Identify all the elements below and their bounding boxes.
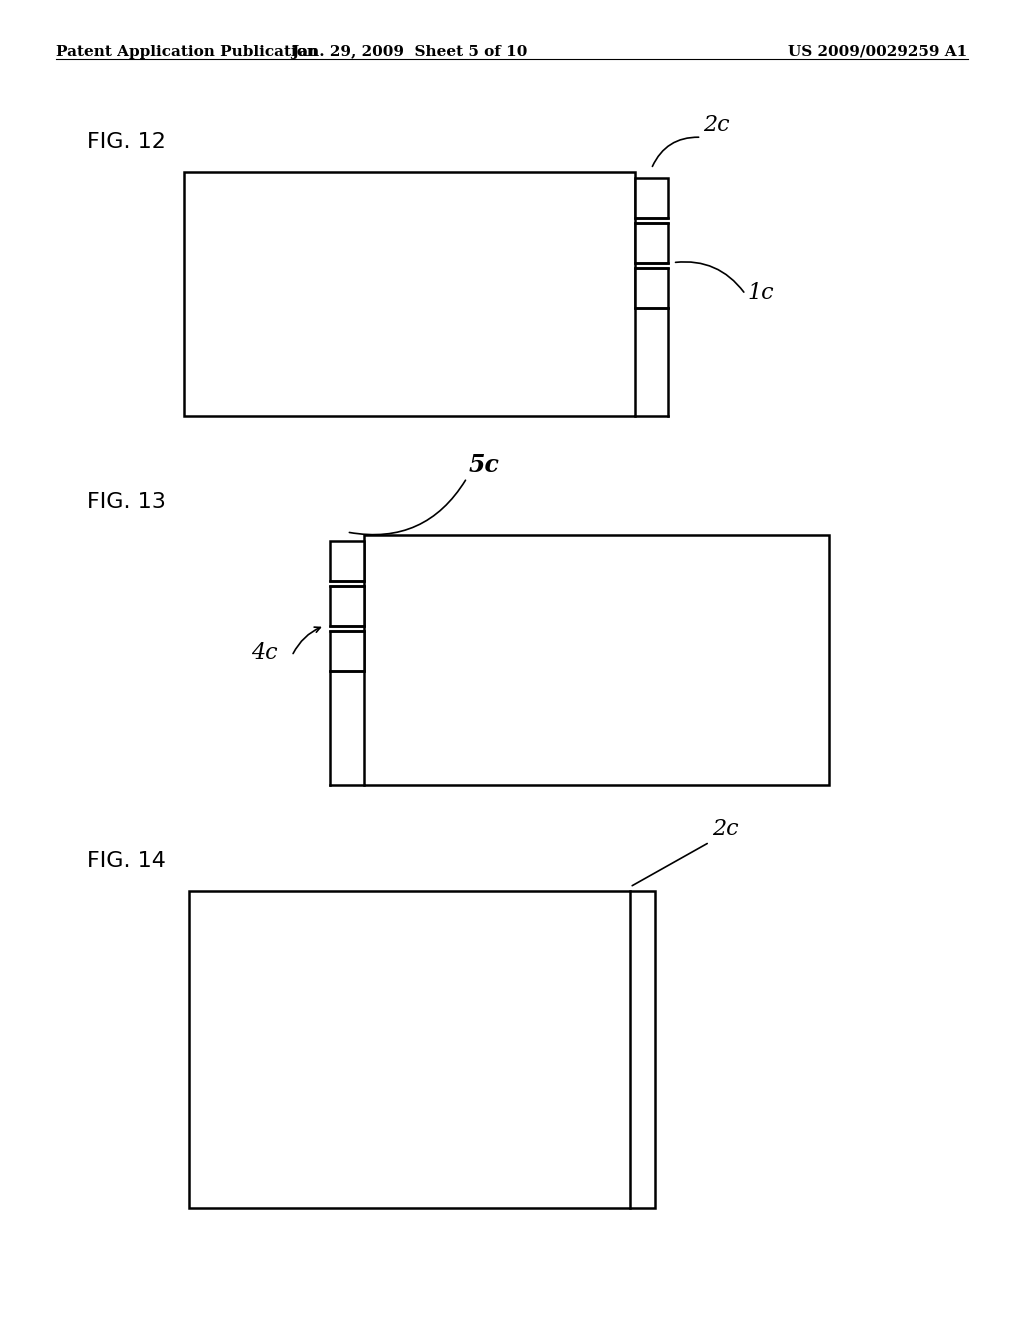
Text: 2c: 2c — [703, 114, 730, 136]
Text: 1c: 1c — [748, 282, 774, 304]
Bar — [184, 172, 635, 416]
Text: 2c: 2c — [712, 817, 738, 840]
Text: Jan. 29, 2009  Sheet 5 of 10: Jan. 29, 2009 Sheet 5 of 10 — [292, 45, 527, 59]
Text: FIG. 14: FIG. 14 — [87, 851, 166, 871]
Text: FIG. 12: FIG. 12 — [87, 132, 166, 152]
Text: US 2009/0029259 A1: US 2009/0029259 A1 — [788, 45, 968, 59]
Bar — [330, 586, 364, 626]
Text: 4c: 4c — [251, 643, 278, 664]
Text: FIG. 13: FIG. 13 — [87, 492, 166, 512]
Text: 5c: 5c — [469, 453, 500, 477]
Bar — [330, 541, 364, 581]
Bar — [635, 223, 668, 263]
Text: Patent Application Publication: Patent Application Publication — [56, 45, 318, 59]
Bar — [635, 268, 668, 308]
Bar — [364, 535, 829, 785]
Bar — [635, 178, 668, 218]
Bar — [189, 891, 655, 1208]
Bar — [330, 631, 364, 671]
